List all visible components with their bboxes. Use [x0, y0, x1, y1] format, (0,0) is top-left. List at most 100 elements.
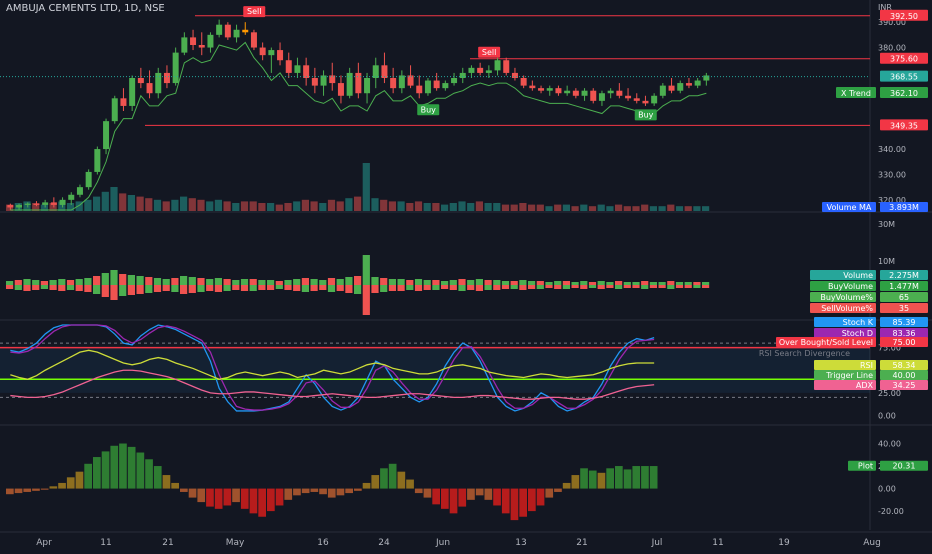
- volume-bar-bottom: [171, 285, 179, 292]
- price-volume-bar: [475, 201, 483, 211]
- hist-bar: [545, 488, 554, 498]
- price-volume-bar: [327, 199, 336, 211]
- price-volume-bar: [75, 201, 83, 211]
- candle-body: [529, 85, 536, 89]
- candle-body: [564, 90, 571, 94]
- hist-bar: [354, 488, 362, 491]
- volume-bar-bottom: [571, 285, 579, 288]
- osc-legend-2-value-bg: [880, 337, 928, 347]
- candle-body: [137, 78, 144, 84]
- volume-bar-bottom: [684, 285, 692, 288]
- hist-bar: [623, 469, 632, 489]
- volume-bar-bottom: [597, 285, 605, 289]
- volume-bar-top: [206, 279, 214, 285]
- volume-legend-3-bg: [810, 303, 876, 313]
- volume-bar-bottom: [49, 285, 57, 290]
- volume-legend-1-value: 1.477M: [889, 282, 919, 291]
- x-tick-3: May: [226, 538, 245, 548]
- x-tick-1: 11: [100, 538, 111, 548]
- volume-legend-0-label: Volume: [843, 271, 873, 280]
- hist-bar: [275, 488, 284, 506]
- hist-bar: [580, 468, 588, 489]
- last-close-badge: [880, 70, 928, 82]
- price-volume-bar: [554, 204, 562, 211]
- price-volume-bar: [232, 203, 240, 211]
- price-volume-bar: [49, 203, 57, 211]
- hist-bar: [597, 472, 606, 489]
- volume-bar-top: [649, 282, 657, 285]
- candle-body: [625, 95, 632, 99]
- price-volume-bar: [293, 201, 301, 211]
- volume-bar-bottom: [623, 285, 631, 288]
- chart-title: AMBUJA CEMENTS LTD, 1D, NSE: [6, 3, 165, 14]
- candle-body: [59, 199, 66, 205]
- volume-bar-top: [101, 273, 109, 285]
- volume-bar-top: [6, 281, 14, 285]
- volume-bar-top: [362, 255, 370, 285]
- candle-body: [616, 90, 623, 96]
- volume-bar-bottom: [536, 285, 544, 289]
- price-volume-bar: [258, 203, 266, 211]
- volume-bar-bottom: [101, 285, 109, 297]
- volume-bar-top: [397, 279, 405, 285]
- osc-legend-3-value-bg: [880, 360, 928, 370]
- level-badge-0: [880, 9, 928, 21]
- volume-bar-bottom: [501, 285, 510, 289]
- volume-legend-2-bg: [810, 292, 876, 302]
- hist-bar: [110, 445, 119, 489]
- hist-bar: [119, 443, 127, 489]
- volume-bar-bottom: [580, 285, 588, 289]
- volume-bar-top: [380, 278, 388, 285]
- osc-legend-3-label: RSI: [860, 361, 873, 370]
- candle-body: [181, 37, 188, 53]
- hist-bar: [232, 488, 240, 503]
- volume-bar-bottom: [93, 285, 101, 294]
- volume-bar-top: [632, 282, 640, 285]
- price-volume-bar: [275, 204, 283, 211]
- volume-bar-bottom: [649, 285, 657, 288]
- price-volume-bar: [580, 204, 588, 211]
- volume-bar-top: [493, 280, 501, 285]
- candle-body: [607, 90, 614, 94]
- volume-bar-top: [510, 281, 518, 285]
- candle-body: [485, 70, 492, 73]
- volume-bar-bottom: [519, 285, 527, 290]
- volume-bar-top: [588, 282, 597, 285]
- volume-bar-bottom: [615, 285, 623, 289]
- signal-sell-label-0: Sell: [247, 7, 261, 16]
- volume-bar-bottom: [362, 285, 370, 315]
- candle-body: [572, 90, 579, 96]
- volume-bar-top: [623, 282, 631, 285]
- candle-body: [320, 75, 327, 86]
- hist-bar: [336, 488, 345, 496]
- volume-ma-value-bg: [880, 202, 928, 212]
- price-volume-bar: [484, 203, 492, 211]
- x-trend-value: 362.10: [890, 89, 918, 98]
- hist-bar: [240, 488, 249, 509]
- volume-bar-top: [580, 281, 588, 285]
- candle-body: [120, 98, 127, 106]
- hist-legend-label: Plot: [858, 462, 873, 471]
- hist-bar: [345, 488, 353, 494]
- price-volume-bar: [536, 204, 544, 211]
- volume-bar-bottom: [667, 285, 675, 289]
- x-trend-label: X Trend: [841, 89, 871, 98]
- volume-bar-top: [84, 278, 92, 285]
- volume-bar-top: [136, 276, 144, 285]
- price-volume-bar: [171, 199, 179, 211]
- price-volume-bar: [310, 201, 318, 211]
- hist-bar: [162, 475, 171, 489]
- price-volume-bar: [693, 206, 701, 211]
- volume-bar-bottom: [354, 285, 362, 294]
- candle-body: [468, 67, 475, 73]
- volume-bar-bottom: [110, 285, 118, 300]
- hist-bar: [388, 463, 397, 489]
- volume-bar-bottom: [197, 285, 205, 292]
- volume-bar-bottom: [75, 285, 83, 291]
- price-volume-bar: [414, 201, 423, 211]
- x-trend-line: [10, 41, 707, 211]
- price-volume-bar: [667, 204, 675, 211]
- volume-bar-bottom: [136, 285, 144, 294]
- volume-bar-bottom: [702, 285, 710, 288]
- hist-bar: [493, 488, 501, 506]
